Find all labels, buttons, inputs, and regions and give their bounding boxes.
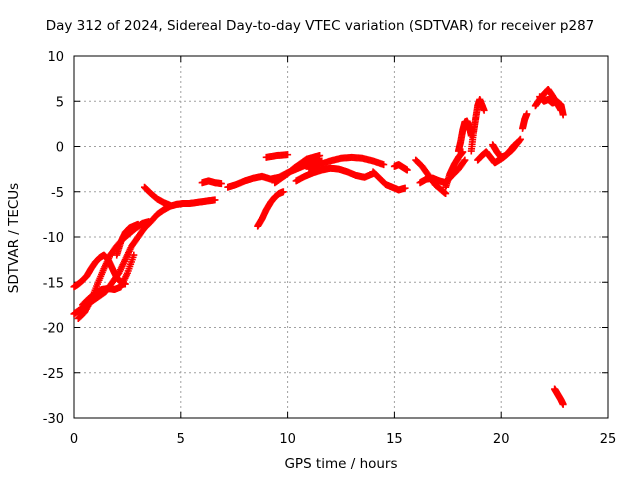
data-point <box>211 196 219 204</box>
data-point <box>459 148 467 156</box>
data-points <box>70 85 567 408</box>
series-track-14 <box>369 168 409 194</box>
series-track-23 <box>519 110 531 132</box>
data-point <box>380 161 388 169</box>
series-track-5 <box>113 220 142 259</box>
series-track-20 <box>467 95 488 155</box>
data-point <box>279 188 287 196</box>
data-point <box>442 190 450 198</box>
x-tick-label: 15 <box>386 432 403 447</box>
x-tick-label: 10 <box>279 432 296 447</box>
x-tick-label: 20 <box>493 432 510 447</box>
x-tick-label: 25 <box>600 432 617 447</box>
data-point <box>559 111 567 119</box>
data-point <box>401 184 409 192</box>
series-track-25 <box>536 93 567 119</box>
data-point <box>316 152 324 160</box>
y-axis-ticks: 10 5 0 -5 -10 -15 -20 -25 -30 <box>43 50 608 427</box>
data-point <box>480 106 488 114</box>
y-tick-label: -30 <box>43 412 64 427</box>
series-track-4 <box>79 251 138 309</box>
y-tick-label: -15 <box>43 276 64 291</box>
x-axis-ticks: 0 5 10 15 20 25 <box>70 56 616 447</box>
data-point <box>460 157 468 165</box>
data-point <box>514 138 522 146</box>
data-point <box>134 220 142 228</box>
x-tick-label: 0 <box>70 432 78 447</box>
series-track-7 <box>198 177 225 188</box>
data-point <box>523 110 531 118</box>
data-point <box>217 180 225 188</box>
chart-title: Day 312 of 2024, Sidereal Day-to-day VTE… <box>45 18 595 34</box>
data-point <box>284 151 292 159</box>
data-point <box>403 166 411 174</box>
series-track-22 <box>489 138 522 161</box>
series-track-10 <box>271 152 324 187</box>
series-track-18 <box>442 148 467 191</box>
series-track-9 <box>254 188 287 230</box>
series-track-26 <box>551 385 567 408</box>
data-point <box>559 400 567 408</box>
data-point <box>461 156 469 164</box>
series-track-11 <box>292 164 377 185</box>
y-axis-label: SDTVAR / TECUs <box>6 182 22 294</box>
series-track-15 <box>390 161 411 174</box>
x-tick-label: 5 <box>177 432 185 447</box>
series-track-19 <box>454 117 475 155</box>
y-tick-label: -10 <box>43 231 64 246</box>
x-axis-label: GPS time / hours <box>284 456 398 472</box>
y-tick-label: 0 <box>56 141 64 156</box>
data-point <box>145 218 153 226</box>
data-point <box>166 201 174 209</box>
y-tick-label: -25 <box>43 367 64 382</box>
grid-lines <box>74 56 608 418</box>
series-track-6 <box>140 183 174 209</box>
y-tick-label: -20 <box>43 322 64 337</box>
series-track-12 <box>305 153 388 173</box>
y-tick-label: 10 <box>47 50 64 65</box>
y-tick-label: 5 <box>56 95 64 110</box>
y-tick-label: -5 <box>51 186 64 201</box>
series-track-13 <box>262 151 292 161</box>
data-point <box>130 251 138 259</box>
